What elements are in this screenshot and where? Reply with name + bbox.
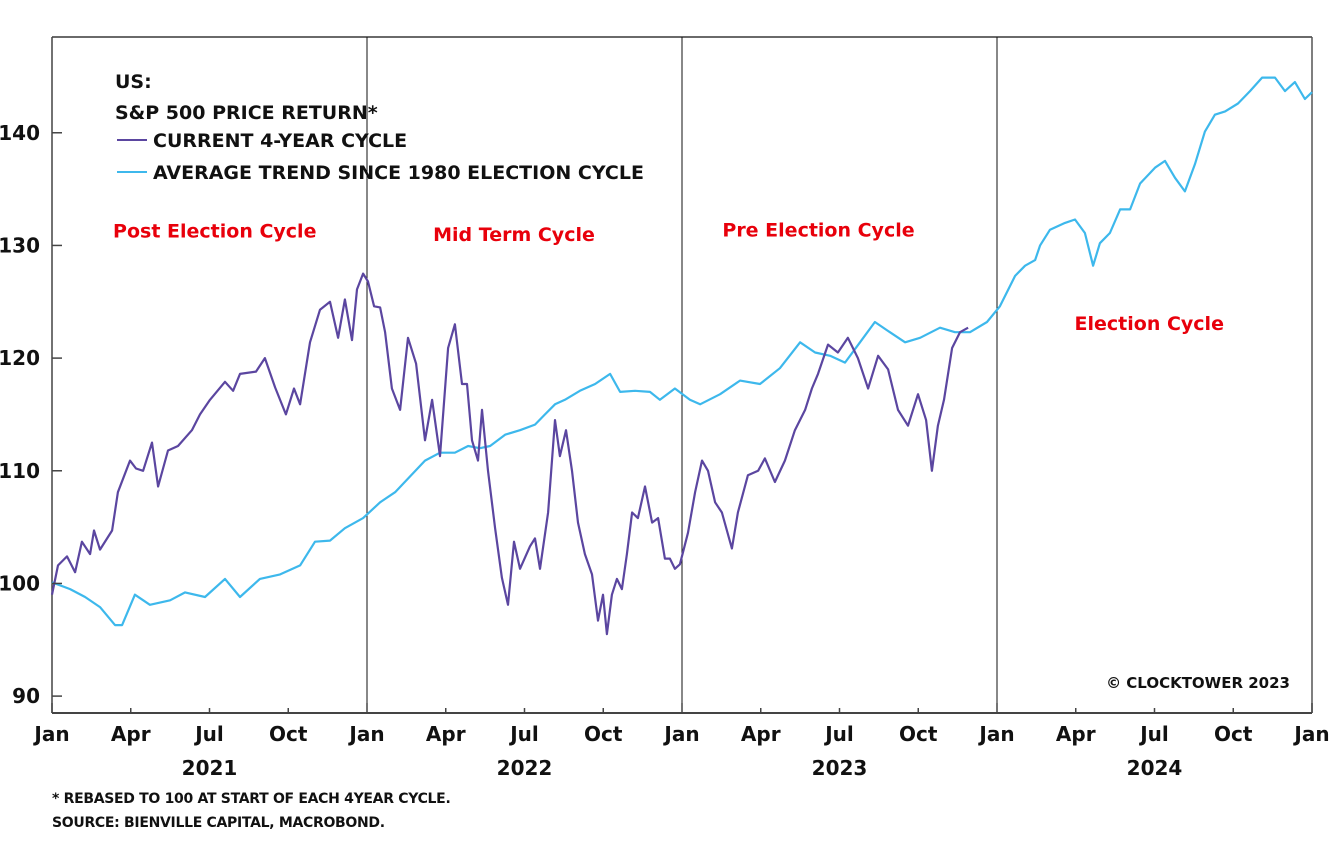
y-tick-label: 110 — [0, 459, 40, 483]
series-current-cycle-line — [50, 272, 969, 636]
phase-label: Post Election Cycle — [113, 221, 316, 243]
x-year-label: 2022 — [497, 756, 553, 780]
x-year-label: 2021 — [182, 756, 238, 780]
legend-entry-0: CURRENT 4-YEAR CYCLE — [153, 130, 407, 152]
footnote-rebased: * REBASED TO 100 AT START OF EACH 4YEAR … — [52, 791, 451, 807]
x-tick-label: Oct — [269, 722, 308, 746]
y-axis: 90 100 110 120 130 140 — [0, 121, 62, 708]
legend-title-line: S&P 500 PRICE RETURN* — [115, 102, 378, 124]
x-tick-label: Apr — [741, 722, 781, 746]
x-tick-label: Apr — [426, 722, 466, 746]
cycle-dividers — [366, 37, 998, 713]
x-tick-label: Jan — [32, 722, 69, 746]
y-tick-label: 140 — [0, 121, 40, 145]
x-tick-label: Jan — [347, 722, 384, 746]
copyright-annotation: © CLOCKTOWER 2023 — [1106, 674, 1290, 692]
legend-title-line: US: — [115, 71, 152, 93]
y-tick-label: 130 — [0, 233, 40, 257]
x-tick-label: Apr — [1056, 722, 1096, 746]
series-lines — [50, 76, 1313, 636]
x-tick-label: Apr — [111, 722, 151, 746]
legend: US: S&P 500 PRICE RETURN* CURRENT 4-YEAR C… — [115, 71, 644, 184]
x-tick-label: Jan — [977, 722, 1014, 746]
x-year-label: 2023 — [812, 756, 868, 780]
phase-label: Election Cycle — [1075, 313, 1224, 335]
phase-labels: Post Election Cycle Mid Term Cycle Pre Ele… — [113, 219, 1224, 335]
x-tick-label: Jan — [1292, 722, 1329, 746]
x-tick-label: Jul — [508, 722, 539, 746]
y-tick-label: 90 — [12, 684, 40, 708]
series-average-trend-line — [51, 76, 1313, 627]
phase-label: Mid Term Cycle — [433, 224, 595, 246]
y-tick-label: 100 — [0, 571, 40, 595]
x-tick-label: Oct — [584, 722, 623, 746]
x-tick-label: Oct — [899, 722, 938, 746]
x-tick-label: Jul — [193, 722, 224, 746]
phase-label: Pre Election Cycle — [722, 219, 914, 241]
x-year-label: 2024 — [1127, 756, 1183, 780]
y-tick-label: 120 — [0, 346, 40, 370]
x-tick-label: Jan — [662, 722, 699, 746]
footnote-source: SOURCE: BIENVILLE CAPITAL, MACROBOND. — [52, 815, 385, 831]
x-tick-label: Jul — [1138, 722, 1169, 746]
legend-entry-1: AVERAGE TREND SINCE 1980 ELECTION CYCLE — [153, 162, 644, 184]
x-axis: Jan Apr Jul Oct Jan Apr Jul Oct Jan Apr Jul Oct Jan A… — [32, 703, 1330, 780]
x-tick-label: Jul — [823, 722, 854, 746]
chart-svg: 90 100 110 120 130 140 Jan Apr Jul Oct Jan Apr Jul O… — [0, 36, 1330, 780]
x-tick-label: Oct — [1214, 722, 1253, 746]
